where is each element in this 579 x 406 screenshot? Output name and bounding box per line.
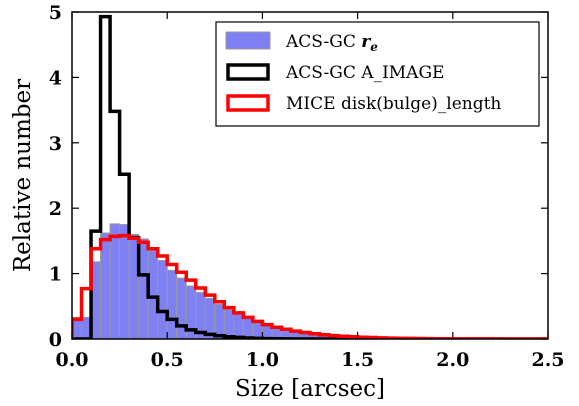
legend: ACS-GC re ACS-GC A_IMAGE MICE disk(bulge)_…	[215, 21, 540, 127]
y-tick-label: 0	[49, 329, 62, 351]
legend-label: ACS-GC re	[285, 32, 378, 54]
y-tick-label: 5	[49, 2, 62, 24]
y-tick-label: 2	[49, 198, 62, 220]
x-tick-label: 2.0	[436, 349, 469, 371]
x-tick-label: 2.5	[531, 349, 564, 371]
y-axis-label: Relative number	[10, 79, 36, 272]
legend-label: ACS-GC A_IMAGE	[285, 63, 444, 83]
x-axis-label: Size [arcsec]	[235, 376, 385, 402]
y-tick-label: 4	[49, 67, 62, 89]
legend-swatch	[225, 31, 271, 50]
x-tick-label: 0.5	[151, 349, 184, 371]
legend-swatch	[226, 94, 270, 112]
legend-label: MICE disk(bulge)_length	[286, 94, 501, 114]
x-tick-label: 0.0	[55, 349, 88, 371]
histogram-bar	[119, 224, 130, 339]
histogram-bar	[166, 269, 178, 339]
x-tick-label: 1.5	[341, 349, 374, 371]
x-tick-label: 1.0	[246, 349, 279, 371]
plot-frame	[71, 11, 549, 340]
y-tick-label: 3	[49, 133, 62, 155]
plot-area	[72, 14, 548, 339]
legend-swatch	[226, 63, 270, 81]
y-tick-label: 1	[49, 264, 62, 286]
